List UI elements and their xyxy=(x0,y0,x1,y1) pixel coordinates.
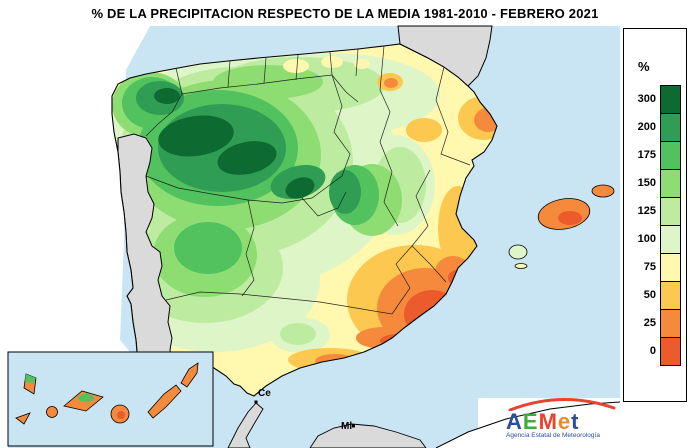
legend-swatch xyxy=(660,169,681,198)
legend-value: 0 xyxy=(649,345,656,357)
france xyxy=(397,25,493,87)
legend-value: 175 xyxy=(637,149,656,161)
legend-item: 125 xyxy=(624,197,686,226)
el-hierro xyxy=(15,412,31,425)
legend-item: 100 xyxy=(624,225,686,254)
legend-swatch xyxy=(660,253,681,282)
city-markers xyxy=(254,400,355,428)
coastline xyxy=(111,43,498,397)
africa-coast xyxy=(227,402,427,448)
region-borders xyxy=(145,45,471,315)
legend-swatch xyxy=(660,309,681,338)
legend: % 300 200 175 150 125 100 75 xyxy=(623,28,687,402)
la-gomera xyxy=(46,406,58,418)
spain-region-colors xyxy=(112,44,497,396)
legend-swatch xyxy=(660,225,681,254)
aemet-logo: AEMet Agencia Estatal de Meteorología xyxy=(506,397,638,439)
legend-item: 150 xyxy=(624,169,686,198)
legend-value: 300 xyxy=(637,93,656,105)
balearic-islands xyxy=(508,184,615,269)
legend-swatch xyxy=(660,197,681,226)
legend-value: 200 xyxy=(637,121,656,133)
legend-value: 125 xyxy=(637,205,656,217)
logo-tagline: Agencia Estatal de Meteorología xyxy=(506,432,600,439)
map-title: % DE LA PRECIPITACION RESPECTO DE LA MED… xyxy=(91,6,599,21)
legend-value: 50 xyxy=(643,289,656,301)
legend-item: 25 xyxy=(624,309,686,338)
legend-item: 175 xyxy=(624,141,686,170)
legend-item: 200 xyxy=(624,113,686,142)
legend-item: 50 xyxy=(624,281,686,310)
legend-value: 150 xyxy=(637,177,656,189)
legend-value: 25 xyxy=(643,317,656,329)
africa-algeria-coastline xyxy=(436,402,620,448)
legend-value: 75 xyxy=(643,261,656,273)
legend-unit-label: % xyxy=(638,59,650,74)
legend-item: 300 xyxy=(624,85,686,114)
atlantic-white-area xyxy=(0,26,150,448)
legend-swatch xyxy=(660,113,681,142)
legend-swatch xyxy=(660,281,681,310)
logo-wordmark: AEMet xyxy=(506,411,638,433)
logo-letter: A xyxy=(506,409,523,434)
melilla-label: Ml xyxy=(341,421,353,432)
legend-swatch xyxy=(660,141,681,170)
logo-arc-icon xyxy=(508,397,616,412)
logo-letter: e xyxy=(557,409,572,434)
ceuta-label: Ce xyxy=(258,388,271,399)
logo-letter: E xyxy=(522,409,539,434)
logo-letter: M xyxy=(538,409,558,434)
legend-swatch xyxy=(660,85,681,114)
logo-letter: t xyxy=(571,409,580,434)
lanzarote xyxy=(180,362,199,388)
legend-item: 75 xyxy=(624,253,686,282)
legend-item: 0 xyxy=(624,337,686,366)
canary-inset xyxy=(7,351,214,447)
legend-value: 100 xyxy=(637,233,656,245)
legend-swatch xyxy=(660,337,681,366)
fuerteventura xyxy=(147,384,182,419)
